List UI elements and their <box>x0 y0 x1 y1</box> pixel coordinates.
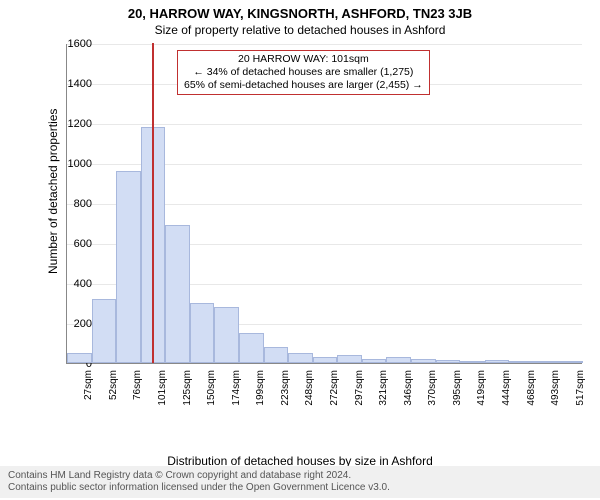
histogram-bar <box>214 307 239 363</box>
property-marker-line <box>152 43 154 363</box>
y-tick-label: 1000 <box>52 158 92 170</box>
histogram-bar <box>313 357 338 363</box>
page-title: 20, HARROW WAY, KINGSNORTH, ASHFORD, TN2… <box>0 0 600 21</box>
annotation-line3: 65% of semi-detached houses are larger (… <box>184 79 423 92</box>
histogram-bar <box>288 353 313 363</box>
histogram-bar <box>67 353 92 363</box>
annotation-box: 20 HARROW WAY: 101sqm ← 34% of detached … <box>177 50 430 95</box>
gridline <box>67 44 582 45</box>
gridline <box>67 124 582 125</box>
chart-container: Number of detached properties 0200400600… <box>38 44 582 414</box>
histogram-bar <box>509 361 534 363</box>
annotation-line1: 20 HARROW WAY: 101sqm <box>184 53 423 66</box>
histogram-bar <box>411 359 436 363</box>
page-subtitle: Size of property relative to detached ho… <box>0 21 600 37</box>
histogram-bar <box>264 347 289 363</box>
footer-line1: Contains HM Land Registry data © Crown c… <box>8 470 592 482</box>
histogram-bar <box>558 361 583 363</box>
histogram-bar <box>460 361 485 363</box>
y-tick-label: 800 <box>52 198 92 210</box>
histogram-bar <box>436 360 461 363</box>
histogram-bar <box>190 303 215 363</box>
y-tick-label: 600 <box>52 238 92 250</box>
histogram-bar <box>386 357 411 363</box>
y-tick-label: 1600 <box>52 38 92 50</box>
histogram-bar <box>116 171 141 363</box>
y-tick-label: 400 <box>52 278 92 290</box>
histogram-bar <box>165 225 190 363</box>
footer-line2: Contains public sector information licen… <box>8 482 592 494</box>
histogram-bar <box>485 360 510 363</box>
histogram-bar <box>534 361 559 363</box>
histogram-bar <box>239 333 264 363</box>
y-tick-label: 1200 <box>52 118 92 130</box>
y-tick-label: 1400 <box>52 78 92 90</box>
footer: Contains HM Land Registry data © Crown c… <box>0 466 600 498</box>
y-tick-label: 200 <box>52 318 92 330</box>
histogram-bar <box>92 299 117 363</box>
histogram-bar <box>362 359 387 363</box>
plot-area: 0200400600800100012001400160027sqm52sqm7… <box>66 44 582 364</box>
annotation-line2: ← 34% of detached houses are smaller (1,… <box>184 66 423 79</box>
histogram-bar <box>337 355 362 363</box>
